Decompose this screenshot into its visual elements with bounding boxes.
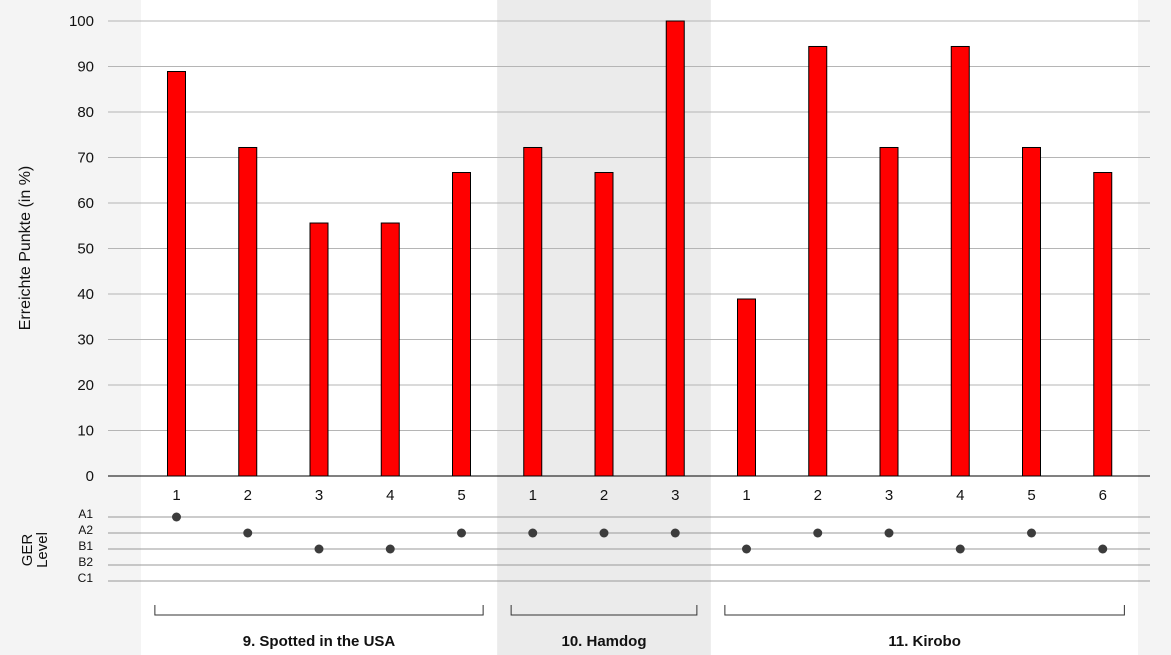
level-label: A2 [78,523,93,537]
x-tick-label: 2 [600,487,608,504]
level-dot [1098,544,1108,554]
level-dot [884,528,894,538]
level-dot [1027,528,1036,538]
level-dot [314,544,324,554]
y-tick-label: 70 [77,150,94,167]
y-tick-label: 90 [77,59,94,76]
bar [808,45,828,477]
group-label: 9. Spotted in the USA [243,633,396,650]
x-tick-label: 4 [386,487,394,504]
bar [523,146,543,477]
level-label: A1 [78,507,93,521]
x-tick-label: 1 [172,487,180,504]
bar [452,172,471,477]
x-tick-label: 3 [885,487,893,504]
x-tick-label: 3 [315,487,323,504]
bar [665,20,685,477]
y-tick-label: 0 [86,468,94,485]
bar [309,222,329,477]
y-tick-label: 40 [77,286,94,303]
level-dot [955,544,965,554]
bar [1093,172,1113,477]
y-tick-label: 50 [77,241,94,258]
bar [879,146,899,477]
x-tick-label: 3 [671,487,679,504]
level-dot [457,528,466,538]
level-dot [813,528,823,538]
group-label: 11. Kirobo [888,633,961,650]
level-label: C1 [78,571,94,585]
x-tick-label: 4 [956,487,964,504]
level-dot [172,512,181,522]
ger-label-line1: GER [19,534,36,567]
x-tick-label: 1 [742,487,750,504]
y-tick-label: 30 [77,332,94,349]
level-label: B2 [78,555,93,569]
bar [238,146,258,477]
y-tick-label: 20 [77,377,94,394]
y-tick-label: 10 [77,423,94,440]
level-dot [243,528,253,538]
level-dot [385,544,395,554]
level-label: B1 [78,539,93,553]
x-tick-label: 2 [244,487,252,504]
bar [1022,146,1041,477]
bar [737,298,756,477]
level-dot [670,528,680,538]
y-tick-label: 80 [77,104,94,121]
bar [380,222,400,477]
group-bracket [154,605,484,616]
level-dot [742,544,751,554]
group-bracket [724,605,1125,616]
y-tick-label: 60 [77,195,94,212]
x-tick-label: 5 [457,487,465,504]
level-dot [599,528,609,538]
group-bracket [510,605,698,616]
y-tick-label: 100 [69,13,94,30]
x-tick-label: 2 [814,487,822,504]
bar [950,45,970,477]
bar [594,172,614,477]
x-tick-label: 6 [1099,487,1107,504]
y-axis-label: Erreichte Punkte (in %) [17,166,34,331]
level-dot [528,528,538,538]
ger-label-line2: Level [34,532,51,568]
x-tick-label: 1 [529,487,537,504]
bar [167,71,186,477]
x-tick-label: 5 [1027,487,1035,504]
group-label: 10. Hamdog [561,633,646,650]
